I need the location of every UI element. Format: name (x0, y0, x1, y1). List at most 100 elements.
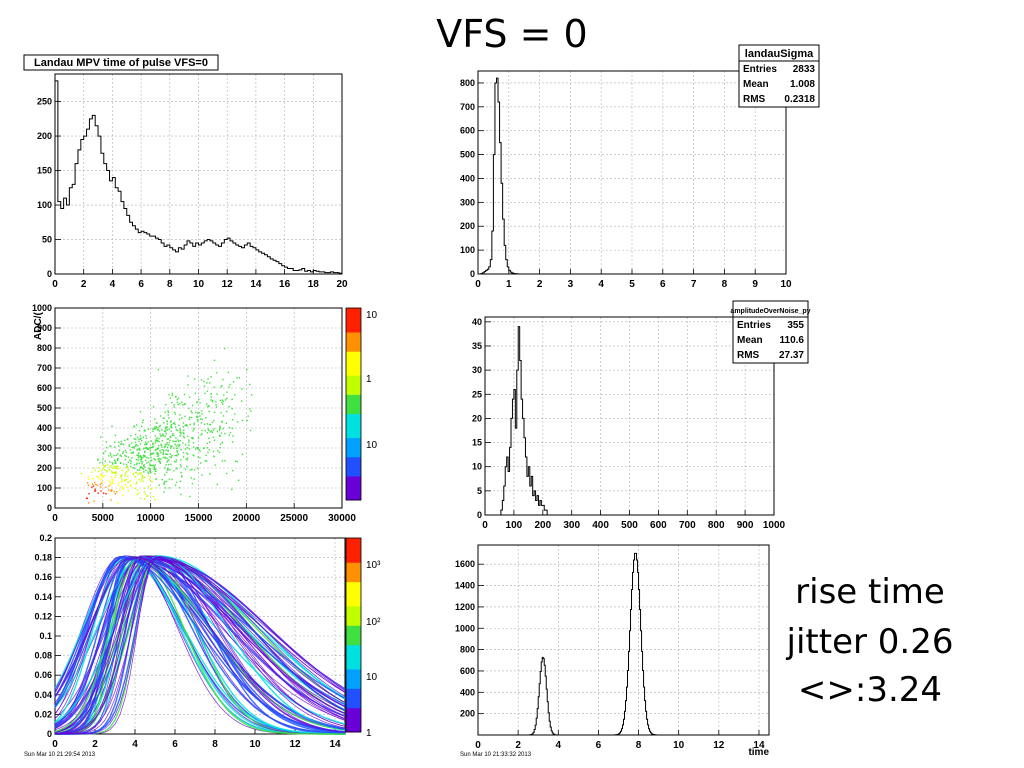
scatter-point (171, 434, 174, 437)
colorbar-segment (346, 365, 361, 371)
scatter-point (192, 446, 195, 448)
scatter-point (173, 470, 175, 472)
scatter-point (207, 378, 209, 380)
scatter-point (164, 411, 166, 413)
scatter-point (158, 458, 160, 461)
pulse-trace (55, 557, 346, 735)
scatter-point (162, 452, 164, 454)
x-tick-label: 4 (555, 740, 561, 751)
colorbar-segment (346, 727, 361, 733)
y-tick-label: 300 (37, 443, 52, 453)
scatter-point (141, 478, 143, 480)
scatter-point (133, 425, 136, 427)
scatter-point (142, 480, 144, 482)
y-tick-label: 600 (37, 383, 52, 393)
colorbar-segment (346, 586, 361, 592)
scatter-point (135, 444, 137, 446)
scatter-point (127, 438, 129, 440)
scatter-point (144, 441, 147, 443)
scatter-point (91, 483, 94, 485)
scatter-point (137, 459, 139, 461)
scatter-point (221, 421, 223, 423)
scatter-point (171, 394, 174, 397)
scatter-point (183, 429, 185, 431)
scatter-point (191, 468, 193, 471)
scatter-point (112, 472, 114, 474)
y-tick-label: 1600 (455, 559, 475, 569)
colorbar-segment (346, 308, 361, 314)
scatter-point (178, 418, 181, 420)
scatter-point (218, 451, 221, 454)
scatter-point (109, 481, 112, 484)
scatter-point (180, 471, 182, 474)
scatter-point (134, 467, 136, 469)
scatter-point (110, 483, 112, 486)
scatter-point (92, 485, 95, 487)
scatter-point (174, 413, 177, 415)
scatter-point (164, 467, 166, 469)
scatter-point (129, 449, 131, 451)
scatter-point (203, 447, 205, 449)
scatter-point (185, 424, 188, 426)
scatter-point (222, 428, 224, 430)
y-tick-label: 700 (37, 363, 52, 373)
pulse-trace (55, 556, 346, 735)
scatter-point (152, 428, 154, 430)
colorbar-segment (346, 322, 361, 328)
scatter-point (191, 437, 193, 439)
scatter-point (193, 378, 196, 380)
scatter-point (204, 429, 206, 432)
scatter-point (149, 446, 151, 449)
colorbar-segment (346, 317, 361, 323)
colorbar-segment (346, 442, 361, 448)
colorbar-segment (346, 413, 361, 419)
scatter-point (100, 473, 102, 475)
scatter-point (127, 490, 130, 492)
scatter-point (153, 426, 156, 428)
x-tick-label: 6 (172, 739, 178, 750)
colorbar-segment (346, 360, 361, 367)
scatter-point (143, 476, 146, 478)
y-tick-label: 20 (472, 413, 482, 423)
scatter-point (105, 446, 108, 449)
scatter-point (184, 402, 186, 405)
scatter-point (180, 465, 182, 468)
scatter-point (113, 459, 116, 461)
scatter-point (149, 479, 152, 482)
scatter-point (177, 447, 179, 449)
scatter-point (193, 423, 195, 426)
x-tick-label: 18 (308, 279, 320, 290)
timestamp: Sun Mar 10 21:29:54 2013 (24, 752, 96, 758)
scatter-point (169, 445, 172, 447)
scatter-point (127, 481, 130, 483)
scatter-point (208, 423, 211, 426)
scatter-point (197, 456, 199, 458)
scatter-point (157, 428, 160, 431)
scatter-point (232, 419, 234, 421)
scatter-point (165, 427, 167, 429)
scatter-point (93, 481, 96, 484)
scatter-point (236, 377, 238, 379)
colorbar-segment (346, 447, 361, 453)
x-tick-label: 6 (596, 740, 602, 751)
scatter-point (158, 430, 161, 432)
scatter-point (234, 413, 236, 415)
scatter-point (138, 478, 141, 481)
y-tick-label: 50 (42, 235, 52, 245)
scatter-point (118, 441, 120, 444)
scatter-point (168, 394, 170, 396)
scatter-point (166, 457, 168, 460)
scatter-point (155, 426, 157, 428)
scatter-point (153, 466, 155, 469)
colorbar-segment (346, 538, 361, 544)
scatter-point (201, 433, 203, 435)
scatter-point (141, 421, 144, 424)
scatter-point (129, 480, 132, 482)
scatter-point (219, 428, 221, 430)
scatter-point (197, 437, 200, 439)
scatter-point (196, 418, 199, 421)
colorbar-segment (346, 327, 361, 333)
scatter-point (122, 452, 124, 454)
scatter-point (138, 448, 141, 450)
scatter-point (94, 490, 96, 492)
